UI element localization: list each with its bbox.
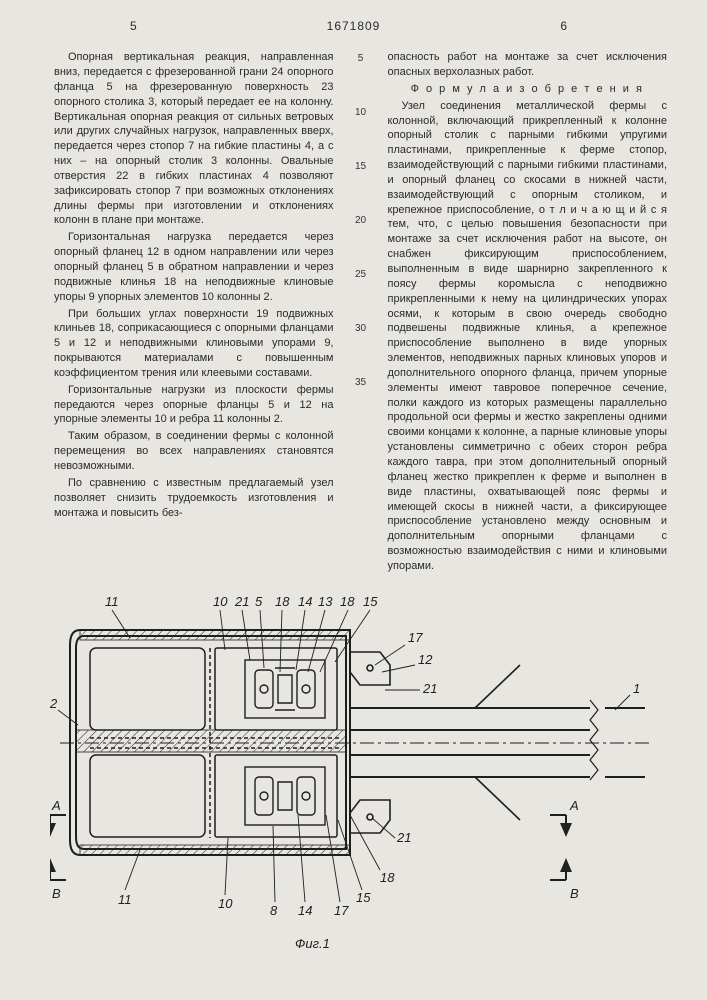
para: Таким образом, в соединении фермы с коло… bbox=[54, 429, 334, 474]
callout: 18 bbox=[275, 594, 290, 609]
leaders-top bbox=[112, 610, 370, 672]
claim-para: Узел соединения металлической фермы с ко… bbox=[388, 99, 668, 574]
leaders-bottom bbox=[125, 815, 395, 902]
callout: 10 bbox=[213, 594, 228, 609]
page-num-left: 5 bbox=[130, 18, 137, 34]
hatched-webs bbox=[76, 630, 350, 855]
figure-1: A B A B 11 10 21 5 18 14 13 18 15 17 12 … bbox=[50, 590, 660, 970]
truss-beam bbox=[350, 665, 645, 820]
gutter-num: 10 bbox=[355, 106, 366, 160]
callout: 21 bbox=[422, 681, 437, 696]
leaders-right bbox=[375, 645, 630, 710]
gutter-num: 25 bbox=[355, 268, 366, 322]
callout: 15 bbox=[363, 594, 378, 609]
section-b-left: B bbox=[52, 886, 61, 901]
callout: 14 bbox=[298, 903, 312, 918]
para: Горизонтальные нагрузки из плоскости фер… bbox=[54, 383, 334, 428]
callout: 18 bbox=[340, 594, 355, 609]
callout: 21 bbox=[396, 830, 411, 845]
para: Горизонтальная нагрузка передается через… bbox=[54, 230, 334, 304]
callout: 2 bbox=[50, 696, 58, 711]
para: опасность работ на монтаже за счет исклю… bbox=[388, 50, 668, 80]
callout: 17 bbox=[334, 903, 349, 918]
callout: 8 bbox=[270, 903, 278, 918]
callout: 21 bbox=[234, 594, 249, 609]
gutter-num: 15 bbox=[355, 160, 366, 214]
section-b-right: B bbox=[570, 886, 579, 901]
gutter-num: 5 bbox=[358, 52, 364, 106]
callout: 5 bbox=[255, 594, 263, 609]
callout: 13 bbox=[318, 594, 333, 609]
callout: 15 bbox=[356, 890, 371, 905]
connection-assembly-bottom bbox=[245, 767, 325, 825]
callout: 14 bbox=[298, 594, 312, 609]
left-column: Опорная вертикальная реакция, направленн… bbox=[54, 50, 334, 576]
figure-caption: Фиг.1 bbox=[295, 936, 330, 951]
callout: 18 bbox=[380, 870, 395, 885]
gutter-num: 20 bbox=[355, 214, 366, 268]
para: Опорная вертикальная реакция, направленн… bbox=[54, 50, 334, 228]
section-a-right: A bbox=[569, 798, 579, 813]
gutter-num: 35 bbox=[355, 376, 366, 430]
connection-assembly-top bbox=[245, 660, 325, 718]
callout: 11 bbox=[118, 892, 132, 907]
text-columns: Опорная вертикальная реакция, направленн… bbox=[0, 42, 707, 576]
para: По сравнению с известным предлагаемый уз… bbox=[54, 476, 334, 521]
page-num-right: 6 bbox=[560, 18, 567, 34]
callout: 11 bbox=[105, 594, 119, 609]
callout: 1 bbox=[633, 681, 640, 696]
formula-title: Ф о р м у л а и з о б р е т е н и я bbox=[388, 82, 668, 97]
page-numbers: 5 6 bbox=[0, 18, 707, 34]
section-a-left: A bbox=[51, 798, 61, 813]
flange-plates bbox=[350, 652, 390, 833]
callout: 12 bbox=[418, 652, 433, 667]
callout: 17 bbox=[408, 630, 423, 645]
callout: 10 bbox=[218, 896, 233, 911]
right-column: опасность работ на монтаже за счет исклю… bbox=[388, 50, 668, 576]
line-number-gutter: 5 10 15 20 25 30 35 bbox=[352, 50, 370, 576]
gutter-num: 30 bbox=[355, 322, 366, 376]
para: При больших углах поверхности 19 подвижн… bbox=[54, 307, 334, 381]
